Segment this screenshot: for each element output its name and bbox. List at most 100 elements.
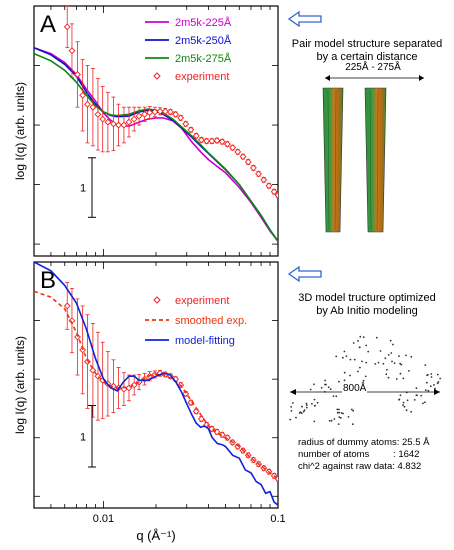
panel-a-note: Pair model structure separated by a cert… xyxy=(282,38,452,64)
arrow-left-icon xyxy=(287,265,322,283)
dummy-atom xyxy=(313,420,316,423)
dummy-atom xyxy=(374,363,377,365)
dummy-atom xyxy=(338,408,340,411)
dummy-atom xyxy=(436,373,439,376)
dummy-atom xyxy=(365,361,368,364)
data-point-experiment xyxy=(192,132,200,140)
legend-label-2m5k-225-: 2m5k-225Å xyxy=(175,16,232,29)
legend-marker xyxy=(153,296,161,304)
data-point-experiment xyxy=(239,153,247,161)
dummy-atom xyxy=(430,373,433,375)
dummy-atom xyxy=(320,386,323,389)
data-point-experiment xyxy=(84,100,91,108)
dummy-atom xyxy=(336,411,339,414)
x-tick-label: 0.01 xyxy=(93,513,114,525)
dummy-atom xyxy=(429,385,432,388)
dummy-atom xyxy=(398,398,400,401)
dummy-atom xyxy=(350,408,353,411)
dummy-atom xyxy=(353,358,356,361)
dummy-atom xyxy=(303,409,306,412)
dummy-atom xyxy=(305,402,308,405)
dummy-atom xyxy=(335,395,338,398)
dummy-atom xyxy=(379,350,382,352)
dummy-atom xyxy=(427,389,430,392)
dummy-atom xyxy=(364,375,367,378)
dummy-atom xyxy=(382,362,385,365)
data-point-experiment xyxy=(99,115,107,123)
dummy-atom xyxy=(400,363,403,366)
legend-label-smoothed-exp-: smoothed exp. xyxy=(175,315,247,327)
panel-b-note-line2: by Ab Initio modeling xyxy=(316,305,418,317)
data-point-experiment xyxy=(234,148,242,156)
dummy-atom xyxy=(302,410,305,413)
data-point-experiment xyxy=(63,23,71,31)
dummy-atom xyxy=(398,355,400,357)
dummy-atom xyxy=(390,352,393,354)
data-point-experiment xyxy=(161,107,169,115)
dummy-atom xyxy=(362,379,365,382)
data-point-experiment xyxy=(208,137,216,145)
dummy-atom xyxy=(387,376,390,379)
dummy-atom xyxy=(422,402,424,405)
data-point-experiment xyxy=(89,103,97,111)
data-point-experiment xyxy=(63,302,71,310)
data-point-experiment xyxy=(141,110,149,118)
data-point-experiment xyxy=(156,107,164,115)
dummy-atom xyxy=(365,344,368,347)
data-point-experiment xyxy=(265,182,273,190)
series-line-model-fitting xyxy=(34,262,278,506)
data-point-experiment xyxy=(177,114,185,122)
scale-bar-label: 1 xyxy=(80,183,86,195)
dummy-atom xyxy=(290,406,293,408)
dummy-atom xyxy=(415,387,418,390)
dummy-atom xyxy=(358,346,361,349)
dummy-atom xyxy=(391,360,393,363)
dummy-atom xyxy=(410,410,412,413)
dummy-atom xyxy=(349,374,351,377)
dummy-atom xyxy=(309,388,312,391)
dummy-atom xyxy=(313,398,316,401)
stat-radius: radius of dummy atoms: 25.5 Å xyxy=(298,437,430,448)
data-point-experiment xyxy=(274,191,278,199)
pair-model-figure xyxy=(322,75,424,233)
data-point-experiment xyxy=(146,109,154,116)
data-point-experiment xyxy=(244,158,252,166)
dummy-atom xyxy=(434,387,436,390)
stat-chi: chi^2 against raw data: 4.832 xyxy=(298,461,422,472)
dummy-atom xyxy=(338,411,341,414)
data-point-experiment xyxy=(260,176,268,184)
dummy-atom xyxy=(406,399,409,402)
data-point-experiment xyxy=(125,118,133,126)
dummy-atom xyxy=(313,383,315,386)
legend-label-experiment: experiment xyxy=(175,295,229,307)
ab-initio-model-figure xyxy=(289,335,442,426)
dummy-atom xyxy=(295,416,297,419)
data-point-experiment xyxy=(229,144,236,152)
data-point-experiment xyxy=(203,137,211,145)
dummy-atom xyxy=(424,389,427,391)
dummy-atom xyxy=(333,418,336,420)
dummy-atom xyxy=(433,384,435,386)
panel-b-note-line1: 3D model tructure optimized xyxy=(298,292,436,304)
dummy-atom xyxy=(329,388,332,391)
panel-a: log I(q) (arb. units) A 1 2m5k-225Å 2m5k-250… xyxy=(13,5,279,257)
data-point-experiment xyxy=(74,71,81,78)
legend-label-2m5k-250-: 2m5k-250Å xyxy=(175,34,232,47)
data-point-experiment xyxy=(172,110,180,118)
panel-b: 0.01 0.1 log I(q) (arb. units) q (Å⁻¹) B 1 exp… xyxy=(13,261,286,543)
dummy-atom xyxy=(351,423,354,426)
cylinder-left xyxy=(322,87,344,233)
distance-label: 225Å - 275Å xyxy=(345,62,401,73)
dummy-atom xyxy=(343,350,346,353)
dummy-atom xyxy=(305,406,308,409)
dummy-atom xyxy=(387,354,390,356)
dummy-atom xyxy=(357,340,359,342)
data-point-experiment xyxy=(79,91,87,99)
data-point-experiment xyxy=(208,425,216,433)
dummy-atom xyxy=(393,362,396,364)
dummy-atom xyxy=(336,408,339,411)
dummy-atom xyxy=(328,420,331,422)
dummy-atom xyxy=(386,368,388,371)
panel-a-note-line1: Pair model structure separated xyxy=(291,38,443,50)
